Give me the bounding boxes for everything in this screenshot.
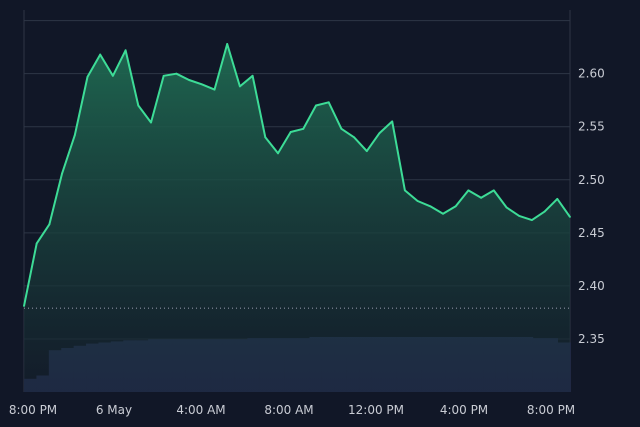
y-axis: 2.35 2.40 2.45 2.50 2.55 2.60 <box>578 67 605 346</box>
x-tick-label: 6 May <box>96 403 132 417</box>
data-point <box>442 212 444 215</box>
data-point <box>404 189 406 192</box>
data-point <box>480 196 483 199</box>
y-tick-label: 2.45 <box>578 226 605 240</box>
y-tick-label: 2.40 <box>578 279 605 293</box>
x-tick-label: 8:00 AM <box>264 403 313 417</box>
y-tick-label: 2.50 <box>578 173 605 187</box>
data-point <box>378 132 381 134</box>
y-tick-label: 2.55 <box>578 120 605 134</box>
data-point <box>327 101 330 104</box>
y-tick-label: 2.35 <box>578 332 605 346</box>
data-point <box>137 104 140 107</box>
data-point <box>61 172 63 175</box>
data-point <box>150 121 152 124</box>
data-point <box>467 189 470 192</box>
data-point <box>543 210 546 213</box>
data-point <box>226 43 229 45</box>
data-point <box>86 75 89 78</box>
data-point <box>238 85 241 88</box>
data-point <box>416 200 419 202</box>
data-point <box>365 150 368 153</box>
data-point <box>35 242 38 245</box>
data-point <box>213 88 216 91</box>
data-points <box>23 43 571 307</box>
data-point <box>302 127 305 130</box>
price-line <box>23 43 571 307</box>
x-tick-label: 4:00 PM <box>440 403 488 417</box>
y-tick-label: 2.60 <box>578 67 605 81</box>
data-point <box>99 53 102 56</box>
data-point <box>264 136 267 139</box>
data-point <box>289 131 292 133</box>
data-point <box>188 79 190 81</box>
data-point <box>111 74 114 77</box>
data-point <box>454 205 457 208</box>
data-point <box>353 136 356 139</box>
data-point <box>569 216 571 218</box>
x-tick-label: 8:00 PM <box>527 403 575 417</box>
data-point <box>162 74 165 77</box>
price-area <box>24 44 570 392</box>
data-point <box>251 74 254 77</box>
data-point <box>340 127 343 130</box>
data-point <box>124 49 127 52</box>
data-point <box>48 223 51 226</box>
data-point <box>315 104 317 107</box>
x-axis: 8:00 PM 6 May 4:00 AM 8:00 AM 12:00 PM 4:00 P… <box>9 403 575 417</box>
data-point <box>23 305 25 307</box>
x-tick-label: 4:00 AM <box>176 403 225 417</box>
data-point <box>492 189 495 192</box>
data-point <box>175 72 178 75</box>
data-point <box>518 214 521 217</box>
data-point <box>73 134 76 137</box>
data-point <box>277 152 279 155</box>
data-point <box>556 197 559 200</box>
x-tick-label: 8:00 PM <box>9 403 57 417</box>
data-point <box>531 219 533 222</box>
data-point <box>429 205 432 208</box>
data-point <box>505 206 508 209</box>
x-tick-label: 12:00 PM <box>348 403 404 417</box>
data-point <box>391 120 394 123</box>
data-point <box>200 83 203 86</box>
